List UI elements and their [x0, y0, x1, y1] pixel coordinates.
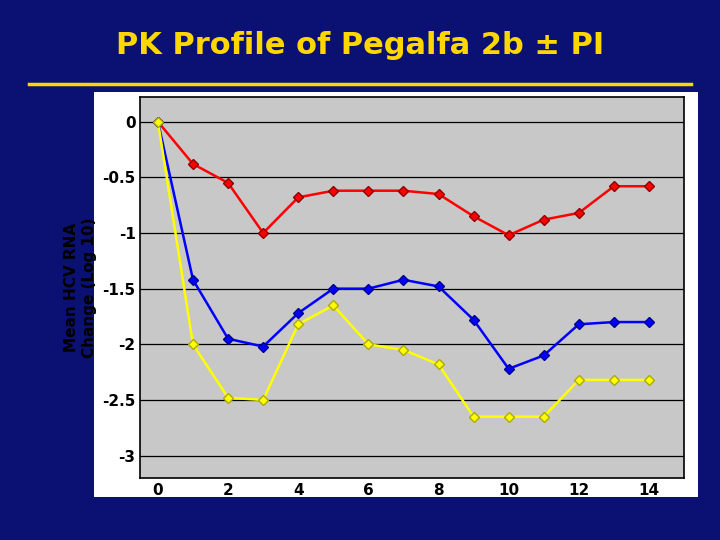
Y-axis label: Mean HCV RNA
Change (Log 10): Mean HCV RNA Change (Log 10)	[64, 217, 96, 358]
Text: PK Profile of Pegalfa 2b ± PI: PK Profile of Pegalfa 2b ± PI	[116, 31, 604, 60]
